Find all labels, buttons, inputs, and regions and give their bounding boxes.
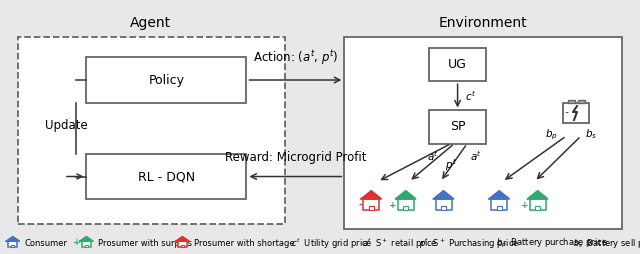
Text: UG: UG — [448, 58, 467, 71]
Text: $b_p$  Battery purchase price: $b_p$ Battery purchase price — [496, 237, 608, 250]
Bar — [429, 48, 486, 81]
Bar — [364, 199, 379, 210]
Bar — [181, 245, 184, 247]
Bar — [398, 199, 414, 210]
Polygon shape — [80, 237, 93, 241]
Polygon shape — [396, 191, 416, 199]
Text: $b_s$: $b_s$ — [585, 127, 597, 141]
Text: +: + — [521, 201, 529, 210]
Text: RL - DQN: RL - DQN — [138, 170, 195, 183]
Polygon shape — [6, 237, 19, 241]
Bar — [12, 245, 14, 247]
Bar — [8, 241, 17, 247]
Text: Update: Update — [45, 119, 88, 132]
Text: SP: SP — [450, 120, 465, 134]
Text: $b_s$  Battery sell price: $b_s$ Battery sell price — [573, 237, 640, 250]
Bar — [568, 100, 575, 103]
Bar — [82, 241, 91, 247]
Text: +: + — [73, 239, 81, 247]
Bar — [497, 205, 502, 210]
Text: Action: ($a^t$, $p^t$): Action: ($a^t$, $p^t$) — [253, 49, 339, 67]
Polygon shape — [361, 191, 381, 199]
Text: $p^t$  S$^+$ Purchasing price: $p^t$ S$^+$ Purchasing price — [419, 237, 520, 251]
Text: -: - — [358, 201, 362, 210]
Polygon shape — [489, 191, 509, 199]
Bar — [86, 154, 246, 199]
Text: Reward: Microgrid Profit: Reward: Microgrid Profit — [225, 151, 367, 164]
Polygon shape — [527, 191, 548, 199]
Bar — [563, 103, 589, 123]
Bar — [535, 205, 540, 210]
Bar — [344, 37, 622, 229]
Bar — [577, 100, 584, 103]
Text: $b_p$: $b_p$ — [545, 128, 558, 142]
Text: -: - — [173, 239, 177, 247]
Text: Policy: Policy — [148, 73, 184, 87]
Bar — [429, 110, 486, 144]
Bar — [86, 57, 246, 103]
Bar — [18, 37, 285, 224]
Bar — [530, 199, 545, 210]
Text: Prosumer with shortage: Prosumer with shortage — [194, 239, 294, 248]
Polygon shape — [433, 191, 454, 199]
Text: -: - — [564, 107, 568, 117]
Text: Agent: Agent — [130, 16, 171, 30]
Text: Environment: Environment — [439, 16, 527, 30]
Text: Consumer: Consumer — [24, 239, 67, 248]
Bar — [435, 199, 452, 210]
Polygon shape — [176, 237, 189, 241]
Text: $c^t$: $c^t$ — [465, 89, 477, 103]
Text: +: + — [389, 201, 397, 210]
Bar — [492, 199, 508, 210]
Text: $a^t$: $a^t$ — [427, 150, 439, 163]
Bar — [85, 245, 88, 247]
Text: $a^t$  S$^+$ retail price: $a^t$ S$^+$ retail price — [362, 237, 438, 251]
Text: $p^t$: $p^t$ — [445, 157, 457, 173]
Text: $a^t$: $a^t$ — [470, 150, 483, 163]
Text: Prosumer with surplus: Prosumer with surplus — [98, 239, 192, 248]
Bar — [441, 205, 446, 210]
Bar — [403, 205, 408, 210]
Bar — [178, 241, 187, 247]
Text: $c^t$  Utility grid price: $c^t$ Utility grid price — [291, 237, 373, 251]
Bar — [369, 205, 374, 210]
